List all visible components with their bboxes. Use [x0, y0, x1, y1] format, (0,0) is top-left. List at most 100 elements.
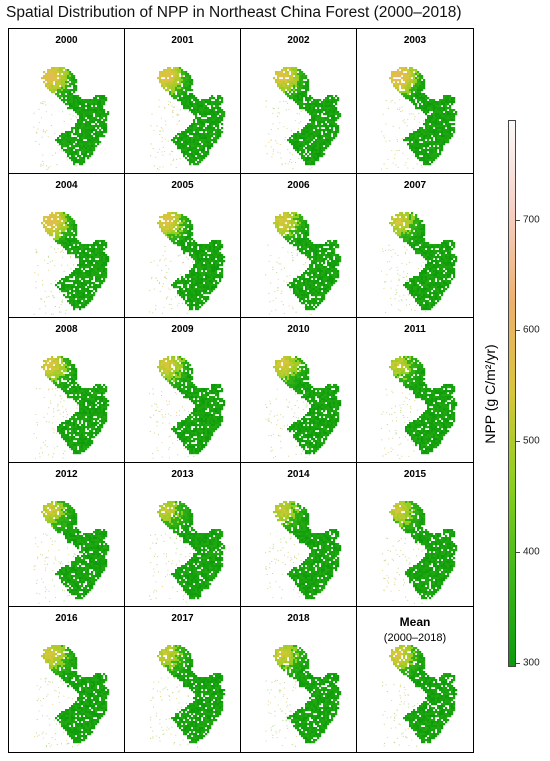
npp-pixel — [59, 143, 62, 146]
sparse-pixel — [305, 261, 306, 263]
sparse-pixel — [35, 141, 37, 142]
npp-pixel — [419, 129, 422, 132]
sparse-pixel — [289, 161, 291, 163]
npp-pixel — [417, 143, 420, 146]
npp-pixel — [63, 83, 66, 86]
npp-pixel — [195, 273, 198, 276]
npp-pixel — [181, 235, 184, 238]
npp-pixel — [71, 147, 74, 150]
npp-pixel — [275, 223, 278, 226]
npp-pixel — [69, 93, 72, 96]
npp-pixel — [177, 79, 180, 82]
sparse-pixel — [157, 279, 158, 281]
npp-pixel — [79, 299, 82, 302]
npp-pixel — [89, 289, 92, 292]
npp-pixel — [293, 99, 296, 102]
npp-pixel — [177, 281, 180, 284]
npp-pixel — [409, 87, 412, 90]
sparse-pixel — [63, 270, 65, 272]
npp-pixel — [63, 143, 66, 146]
npp-pixel — [323, 107, 326, 110]
npp-pixel — [213, 127, 216, 130]
sparse-pixel — [277, 151, 279, 153]
npp-pixel — [87, 155, 90, 158]
npp-pixel — [301, 225, 304, 228]
npp-pixel — [91, 259, 94, 262]
npp-pixel — [327, 109, 330, 112]
npp-pixel — [301, 153, 304, 156]
npp-pixel — [89, 263, 92, 266]
npp-pixel — [61, 143, 64, 146]
npp-pixel — [209, 143, 212, 146]
npp-pixel — [319, 265, 322, 268]
npp-pixel — [93, 105, 96, 108]
npp-pixel — [185, 131, 188, 134]
npp-pixel — [425, 135, 428, 138]
npp-pixel — [85, 129, 88, 132]
npp-pixel — [55, 219, 58, 222]
npp-pixel — [331, 123, 334, 126]
npp-pixel — [95, 115, 98, 118]
npp-pixel — [177, 73, 180, 76]
npp-pixel — [69, 243, 72, 246]
npp-pixel — [435, 133, 438, 136]
npp-pixel — [411, 149, 414, 152]
npp-pixel — [89, 103, 92, 106]
sparse-pixel — [287, 149, 289, 151]
npp-pixel — [425, 111, 428, 114]
npp-pixel — [191, 157, 194, 160]
sparse-pixel — [70, 118, 72, 120]
npp-pixel — [103, 129, 106, 132]
npp-pixel — [71, 127, 74, 130]
npp-pixel — [211, 143, 214, 146]
npp-pixel — [435, 121, 438, 124]
npp-pixel — [65, 71, 68, 74]
npp-pixel — [179, 81, 182, 84]
npp-pixel — [201, 141, 204, 144]
npp-pixel — [61, 217, 64, 220]
npp-pixel — [107, 257, 110, 260]
npp-pixel — [315, 243, 318, 246]
npp-pixel — [319, 103, 322, 106]
npp-pixel — [185, 81, 188, 84]
npp-pixel — [397, 79, 400, 82]
npp-pixel — [329, 241, 332, 244]
npp-pixel — [437, 111, 440, 114]
npp-pixel — [301, 251, 304, 254]
npp-pixel — [185, 237, 188, 240]
npp-pixel — [443, 103, 446, 106]
npp-pixel — [339, 257, 342, 260]
npp-pixel — [71, 99, 74, 102]
sparse-pixel — [36, 131, 37, 133]
npp-pixel — [421, 109, 424, 112]
npp-pixel — [63, 277, 66, 280]
npp-pixel — [65, 241, 68, 244]
npp-pixel — [175, 97, 178, 100]
npp-pixel — [85, 283, 88, 286]
npp-pixel — [207, 137, 210, 140]
npp-pixel — [199, 275, 202, 278]
npp-pixel — [93, 101, 96, 104]
npp-pixel — [413, 143, 416, 146]
npp-pixel — [177, 147, 180, 150]
npp-pixel — [431, 123, 434, 126]
npp-pixel — [317, 157, 320, 160]
npp-pixel — [335, 113, 338, 116]
npp-pixel — [175, 221, 178, 224]
npp-pixel — [93, 143, 96, 146]
npp-pixel — [189, 241, 192, 244]
npp-pixel — [57, 79, 60, 82]
npp-pixel — [409, 71, 412, 74]
npp-pixel — [443, 95, 446, 98]
npp-pixel — [75, 97, 78, 100]
npp-pixel — [445, 119, 448, 122]
npp-pixel — [317, 131, 320, 134]
npp-pixel — [411, 79, 414, 82]
sparse-pixel — [287, 102, 288, 104]
sparse-pixel — [401, 138, 403, 140]
npp-pixel — [195, 157, 198, 160]
npp-pixel — [299, 237, 302, 240]
npp-pixel — [193, 297, 196, 300]
npp-pixel — [87, 285, 90, 288]
npp-pixel — [69, 275, 72, 278]
